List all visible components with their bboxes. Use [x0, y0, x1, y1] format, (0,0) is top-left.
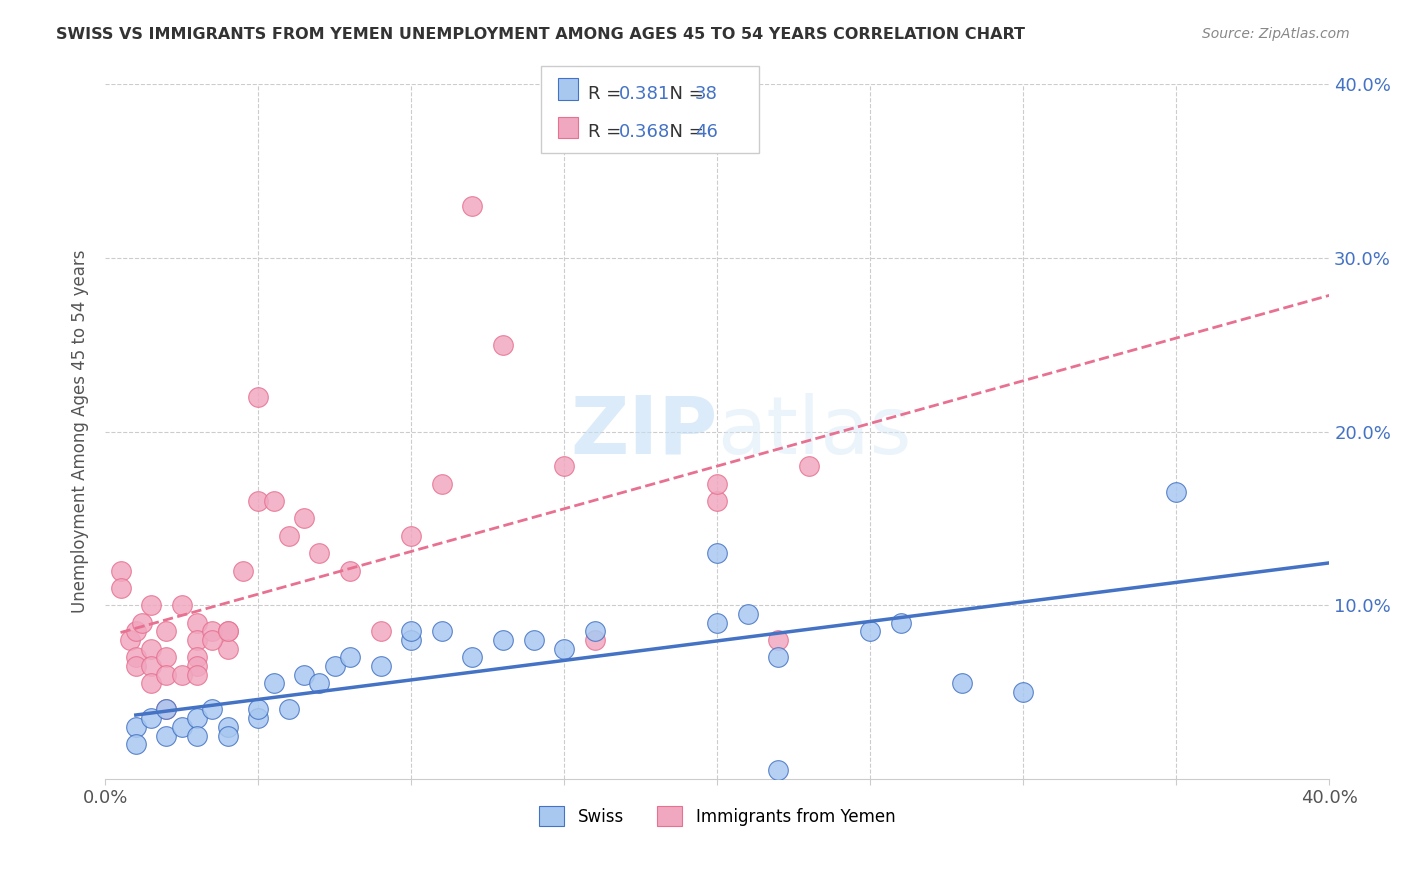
Point	[232, 564, 254, 578]
Point	[186, 650, 208, 665]
Point	[492, 338, 515, 352]
Text: SWISS VS IMMIGRANTS FROM YEMEN UNEMPLOYMENT AMONG AGES 45 TO 54 YEARS CORRELATIO: SWISS VS IMMIGRANTS FROM YEMEN UNEMPLOYM…	[56, 27, 1025, 42]
Point	[706, 476, 728, 491]
Point	[292, 511, 315, 525]
Point	[217, 624, 239, 639]
Point	[170, 667, 193, 681]
Point	[768, 650, 790, 665]
Point	[217, 624, 239, 639]
Point	[139, 659, 162, 673]
Point	[186, 659, 208, 673]
Point	[370, 659, 392, 673]
Point	[131, 615, 153, 630]
Point	[125, 624, 148, 639]
Point	[139, 599, 162, 613]
Point	[706, 615, 728, 630]
Point	[186, 633, 208, 648]
Point	[339, 650, 361, 665]
Point	[155, 624, 177, 639]
Point	[186, 729, 208, 743]
Text: R =: R =	[588, 85, 627, 103]
Point	[125, 737, 148, 751]
Y-axis label: Unemployment Among Ages 45 to 54 years: Unemployment Among Ages 45 to 54 years	[72, 250, 89, 614]
Point	[139, 641, 162, 656]
Point	[370, 624, 392, 639]
Text: 46: 46	[695, 123, 717, 141]
Point	[217, 729, 239, 743]
Text: N =: N =	[658, 85, 710, 103]
Point	[797, 459, 820, 474]
Point	[125, 650, 148, 665]
Point	[277, 702, 299, 716]
Point	[950, 676, 973, 690]
Point	[737, 607, 759, 621]
Point	[155, 702, 177, 716]
Point	[155, 650, 177, 665]
Point	[110, 564, 132, 578]
Point	[170, 599, 193, 613]
Point	[139, 676, 162, 690]
Point	[308, 546, 330, 560]
Point	[859, 624, 882, 639]
Legend: Swiss, Immigrants from Yemen: Swiss, Immigrants from Yemen	[533, 799, 901, 833]
Point	[186, 667, 208, 681]
Point	[492, 633, 515, 648]
Text: 0.368: 0.368	[619, 123, 669, 141]
Point	[583, 624, 606, 639]
Point	[430, 476, 453, 491]
Point	[201, 702, 224, 716]
Point	[277, 529, 299, 543]
Point	[768, 763, 790, 777]
Point	[323, 659, 346, 673]
Point	[263, 494, 285, 508]
Point	[170, 720, 193, 734]
Point	[430, 624, 453, 639]
Point	[201, 633, 224, 648]
Text: R =: R =	[588, 123, 627, 141]
Point	[292, 667, 315, 681]
Text: 38: 38	[695, 85, 717, 103]
Point	[155, 702, 177, 716]
Point	[110, 581, 132, 595]
Point	[186, 711, 208, 725]
Point	[768, 633, 790, 648]
Point	[308, 676, 330, 690]
Point	[125, 659, 148, 673]
Point	[118, 633, 141, 648]
Point	[125, 720, 148, 734]
Point	[201, 624, 224, 639]
Text: atlas: atlas	[717, 392, 911, 471]
Point	[217, 641, 239, 656]
Point	[339, 564, 361, 578]
Point	[706, 494, 728, 508]
Point	[139, 711, 162, 725]
Point	[1012, 685, 1035, 699]
Point	[553, 459, 575, 474]
Point	[247, 702, 270, 716]
Point	[461, 199, 484, 213]
Point	[217, 720, 239, 734]
Point	[247, 494, 270, 508]
Point	[399, 529, 422, 543]
Point	[399, 624, 422, 639]
Point	[155, 667, 177, 681]
Text: N =: N =	[658, 123, 710, 141]
Point	[583, 633, 606, 648]
Point	[186, 615, 208, 630]
Point	[263, 676, 285, 690]
Point	[461, 650, 484, 665]
Text: ZIP: ZIP	[569, 392, 717, 471]
Point	[706, 546, 728, 560]
Text: Source: ZipAtlas.com: Source: ZipAtlas.com	[1202, 27, 1350, 41]
Point	[247, 390, 270, 404]
Point	[523, 633, 546, 648]
Point	[890, 615, 912, 630]
Point	[553, 641, 575, 656]
Point	[155, 729, 177, 743]
Point	[1166, 485, 1188, 500]
Point	[247, 711, 270, 725]
Point	[399, 633, 422, 648]
Text: 0.381: 0.381	[619, 85, 669, 103]
